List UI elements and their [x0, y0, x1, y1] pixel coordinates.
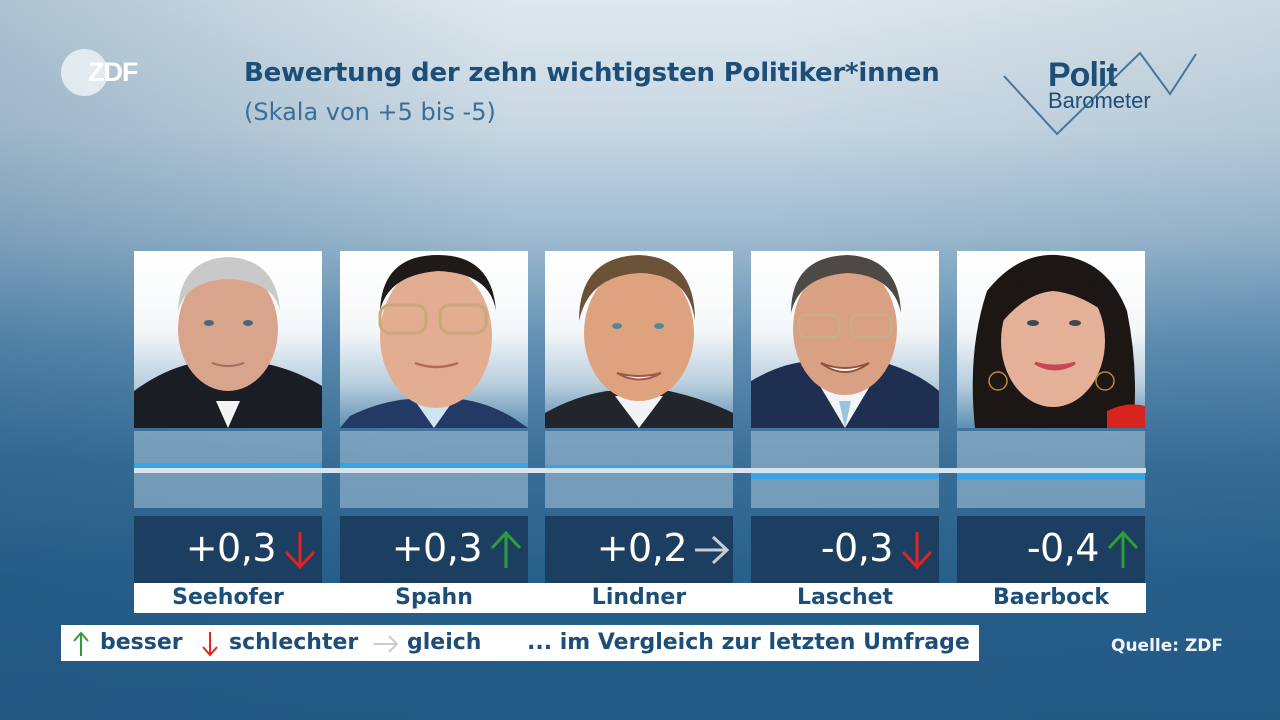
- politician-name: Lindner: [591, 585, 687, 610]
- arrow-down-icon: [901, 532, 933, 570]
- politician-photo: [340, 251, 528, 428]
- legend-comparison-note: ... im Vergleich zur letzten Umfrage: [527, 630, 970, 655]
- rating-value: +0,3: [185, 526, 277, 570]
- politician-photo: [545, 251, 733, 428]
- legend-worse: schlechter: [229, 630, 359, 655]
- source-label: Quelle: ZDF: [1111, 636, 1224, 656]
- politician-name: Spahn: [395, 585, 473, 610]
- value-bar: [340, 463, 528, 468]
- politician-photo: [751, 251, 939, 428]
- politician-column: +0,2 Lindner: [545, 251, 733, 613]
- legend-better: besser: [100, 630, 183, 655]
- arrow-right-icon: [374, 635, 399, 653]
- politician-photo: [134, 251, 322, 428]
- politician-name: Laschet: [796, 585, 894, 610]
- chart-subtitle: (Skala von +5 bis -5): [244, 98, 496, 126]
- politician-name-label: Seehofer: [134, 583, 322, 613]
- value-bar: [751, 474, 939, 479]
- politician-name: Seehofer: [172, 585, 284, 610]
- politician-name-label: Spahn: [340, 583, 528, 613]
- zdf-logo-circle: [61, 49, 108, 96]
- arrow-up-icon: [73, 631, 89, 656]
- value-bar: [134, 463, 322, 468]
- portrait-lindner-icon: [545, 255, 733, 428]
- politician-photo: [957, 251, 1145, 428]
- politician-name: Baerbock: [993, 585, 1109, 610]
- politician-column: +0,3 Spahn: [340, 251, 528, 613]
- value-bar: [545, 465, 733, 469]
- rating-value: +0,3: [391, 526, 483, 570]
- chart-title: Bewertung der zehn wichtigsten Politiker…: [244, 58, 940, 88]
- politician-name-label: Baerbock: [957, 583, 1145, 613]
- legend-same: gleich: [407, 630, 482, 655]
- barometer-line-icon: [1003, 51, 1197, 136]
- value-bar: [957, 474, 1145, 480]
- value-box: +0,3: [134, 516, 322, 583]
- portrait-laschet-icon: [751, 255, 939, 428]
- zdf-logo-text: ZDF: [88, 57, 138, 87]
- politician-columns: +0,3 Seehofer +0,3: [134, 251, 1146, 613]
- portrait-spahn-icon: [340, 255, 528, 428]
- politician-column: -0,3 Laschet: [751, 251, 939, 613]
- politbarometer-logo: Polit Barometer: [1000, 48, 1205, 140]
- arrow-down-icon: [284, 532, 316, 570]
- arrow-up-icon: [1107, 530, 1139, 568]
- zdf-logo: ZDF: [61, 49, 151, 97]
- value-box: -0,4: [957, 516, 1145, 583]
- politbarometer-logo-line1: Polit: [1048, 56, 1118, 94]
- value-box: -0,3: [751, 516, 939, 583]
- portrait-seehofer-icon: [134, 257, 322, 428]
- politician-column: +0,3 Seehofer: [134, 251, 322, 613]
- arrow-right-icon: [695, 535, 729, 565]
- rating-value: +0,2: [596, 526, 688, 570]
- politician-column: -0,4 Baerbock: [957, 251, 1145, 613]
- value-box: +0,2: [545, 516, 733, 583]
- arrow-down-icon: [202, 632, 218, 657]
- zero-line-overlay: [134, 468, 1146, 473]
- portrait-baerbock-icon: [972, 254, 1145, 428]
- rating-value: -0,4: [1026, 526, 1100, 570]
- arrow-up-icon: [490, 530, 522, 568]
- politician-name-label: Laschet: [751, 583, 939, 613]
- politbarometer-logo-line2: Barometer: [1048, 88, 1151, 113]
- rating-value: -0,3: [820, 526, 894, 570]
- politician-name-label: Lindner: [545, 583, 733, 613]
- legend: besser schlechter gleich ... im Vergleic…: [61, 625, 979, 661]
- value-box: +0,3: [340, 516, 528, 583]
